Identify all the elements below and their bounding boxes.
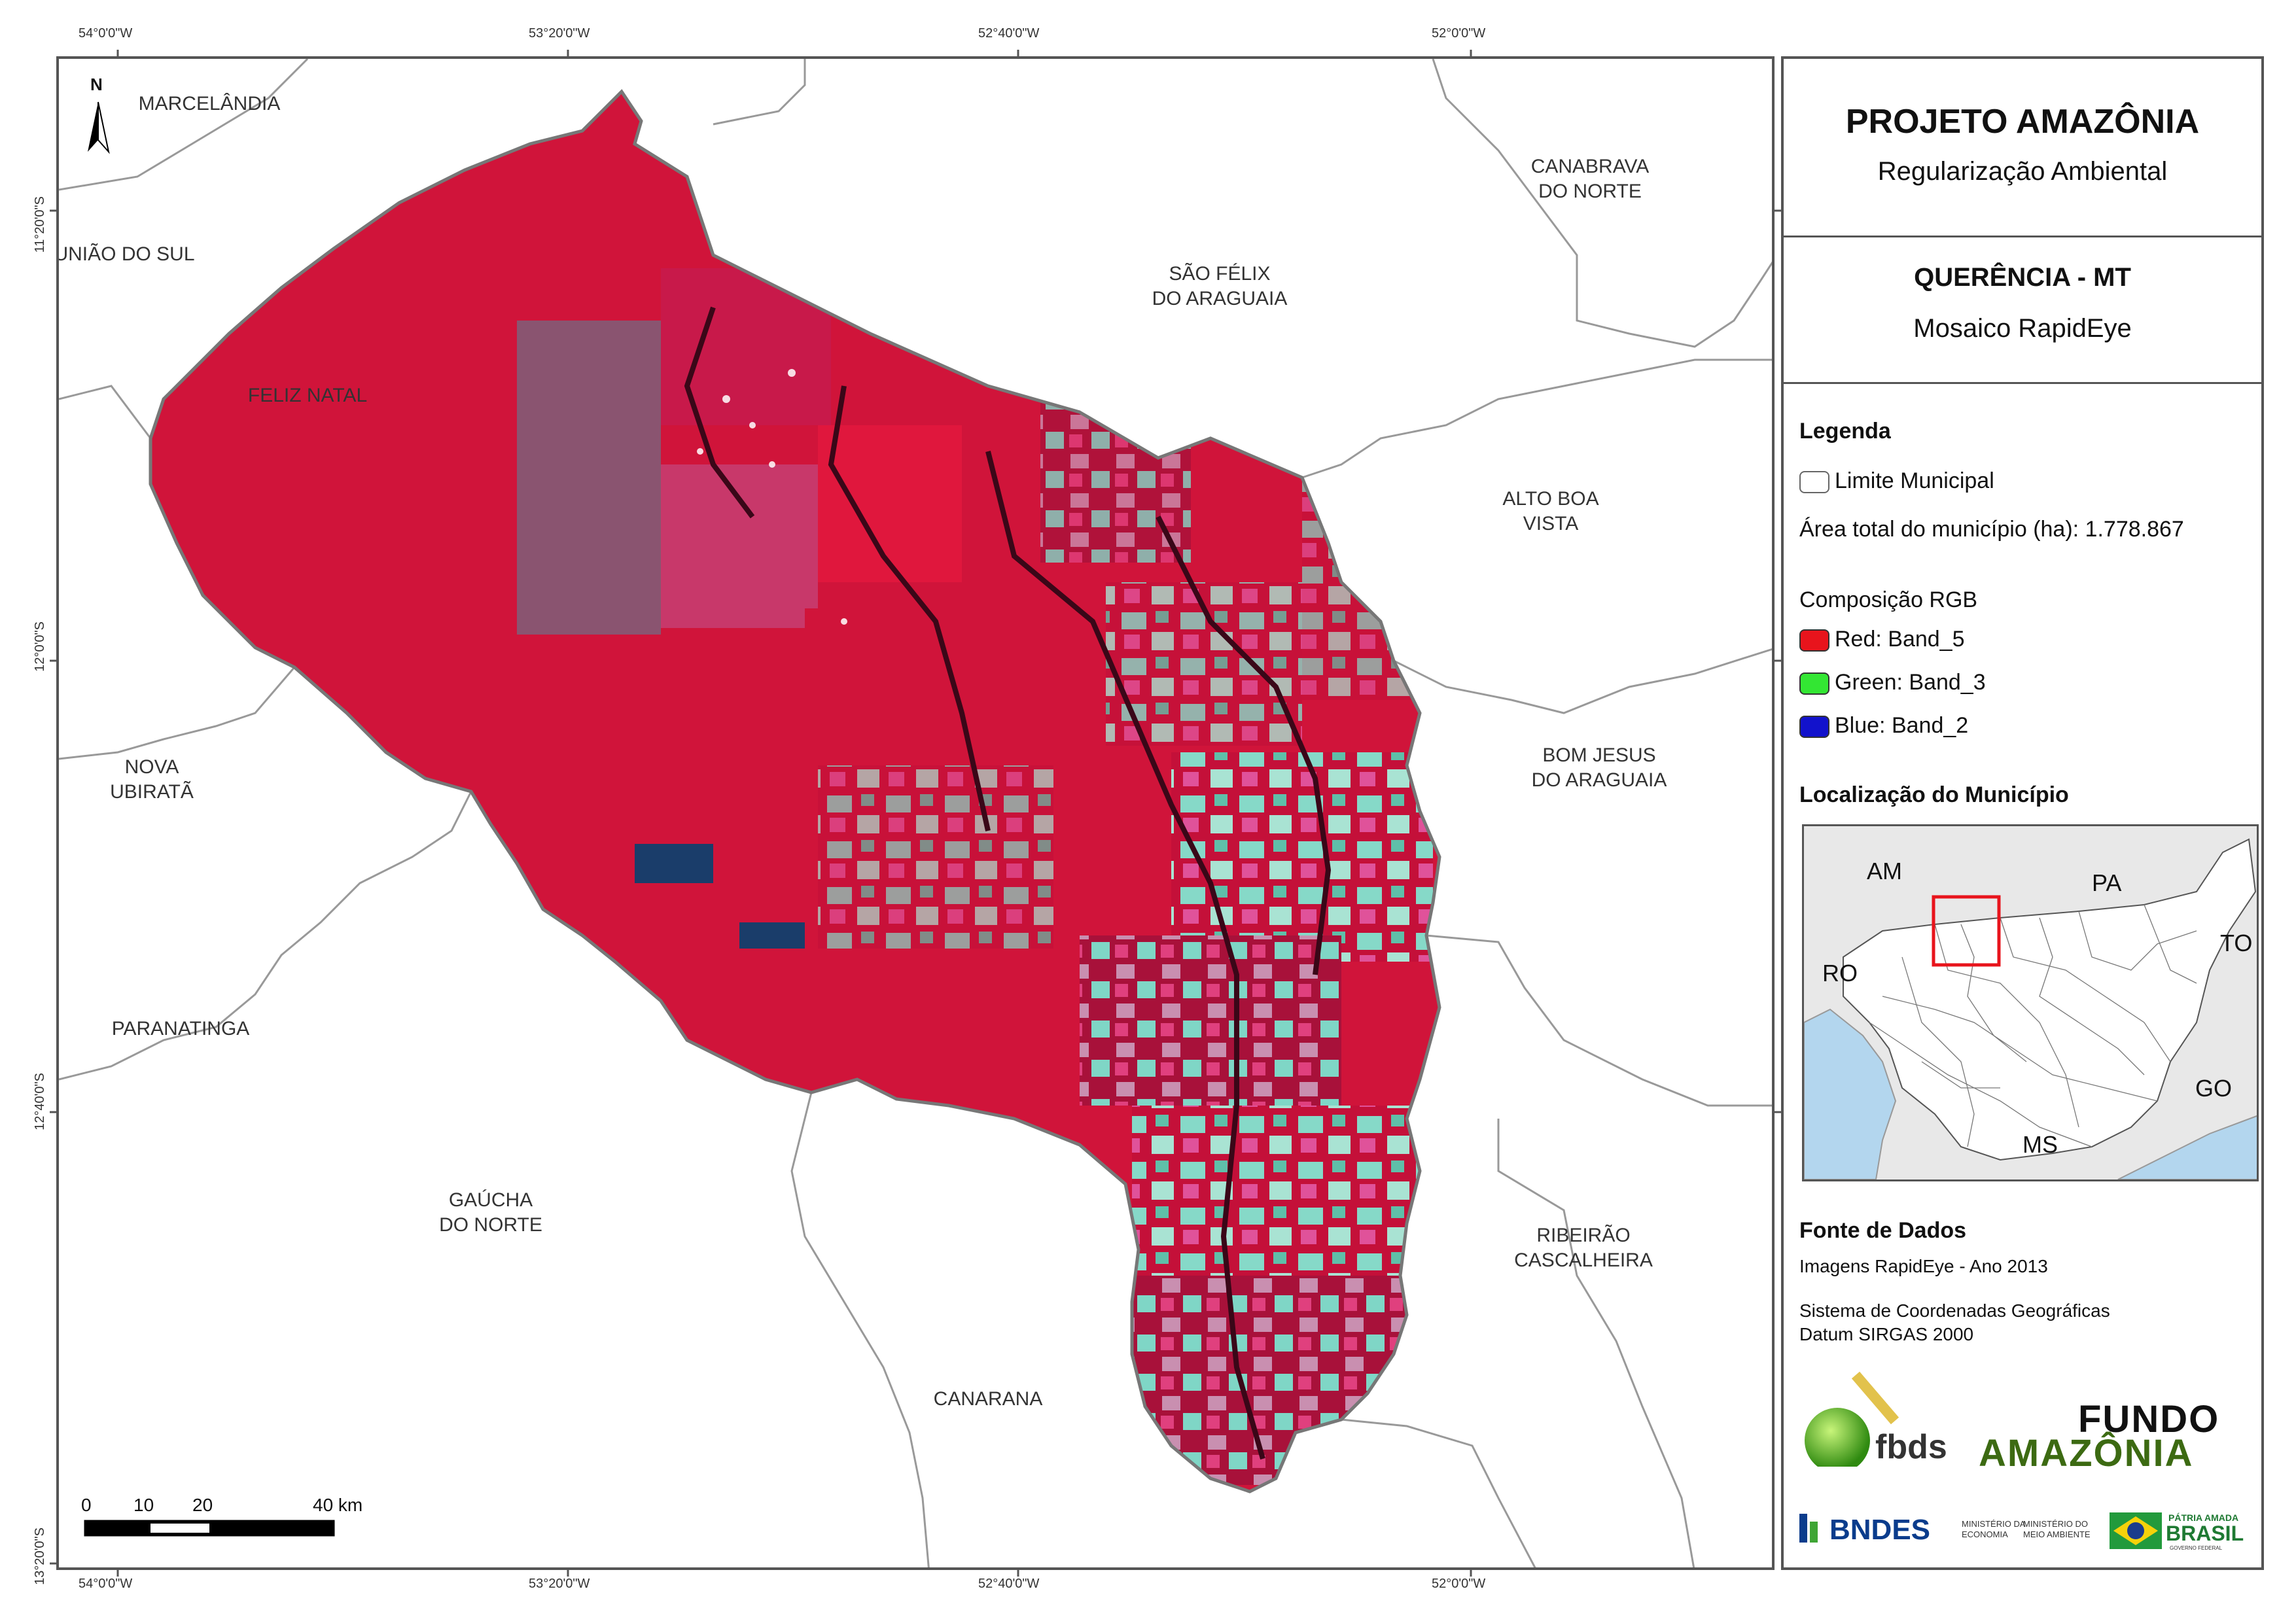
north-arrow-letter: N bbox=[90, 75, 103, 94]
scale-label-40km: 40 km bbox=[313, 1495, 363, 1515]
bndes-logo-icon bbox=[1799, 1514, 1818, 1543]
coord-top-2: 53°20'0"W bbox=[529, 26, 590, 41]
legend-heading: Legenda bbox=[1799, 419, 1891, 444]
inset-highlight-box bbox=[1932, 895, 2001, 967]
source-2: Sistema de Coordenadas Geográficas bbox=[1799, 1300, 2110, 1321]
fbds-logo-icon bbox=[1805, 1371, 1899, 1467]
map-info-panel: PROJETO AMAZÔNIA Regularização Ambiental… bbox=[1781, 56, 2264, 1570]
label-paranatinga: PARANATINGA bbox=[111, 1018, 250, 1039]
limit-swatch-icon bbox=[1799, 471, 1829, 493]
scale-bar bbox=[84, 1520, 335, 1537]
municipal-boundaries bbox=[59, 59, 1772, 1567]
rgb-red: Red: Band_5 bbox=[1835, 627, 1965, 652]
red-swatch-icon bbox=[1799, 629, 1829, 652]
min-economia-line2: ECONOMIA bbox=[1962, 1529, 2008, 1539]
min-economia-line1: MINISTÉRIO DA bbox=[1962, 1519, 2026, 1529]
rgb-green: Green: Band_3 bbox=[1835, 670, 1986, 695]
panel-divider-1 bbox=[1784, 236, 2261, 237]
map-canvas[interactable] bbox=[59, 59, 1775, 1570]
min-ambiente-logo: MINISTÉRIO DO MEIO AMBIENTE bbox=[2023, 1519, 2091, 1540]
patria-line1: PÁTRIA AMADA bbox=[2168, 1512, 2239, 1523]
coord-bottom-1: 54°0'0"W bbox=[79, 1577, 133, 1591]
scale-label-10: 10 bbox=[133, 1495, 154, 1515]
source-1: Imagens RapidEye - Ano 2013 bbox=[1799, 1256, 2048, 1276]
label-canabrava-2: DO NORTE bbox=[1538, 181, 1642, 202]
legend-area: Área total do município (ha): 1.778.867 bbox=[1799, 517, 2184, 542]
inset-state-ms: MS bbox=[2022, 1131, 2058, 1158]
fundo-logo-line1: FUNDO bbox=[2078, 1398, 2220, 1440]
inset-state-go: GO bbox=[2195, 1075, 2233, 1102]
label-canarana: CANARANA bbox=[933, 1388, 1043, 1410]
panel-subtitle: Regularização Ambiental bbox=[1877, 157, 2168, 186]
scale-label-0: 0 bbox=[81, 1495, 92, 1515]
sources-heading: Fonte de Dados bbox=[1799, 1218, 1967, 1243]
label-ribeirao-1: RIBEIRÃO bbox=[1536, 1225, 1631, 1246]
inset-state-am: AM bbox=[1867, 858, 1902, 884]
location-heading: Localização do Município bbox=[1799, 782, 2069, 807]
label-gaucha-2: DO NORTE bbox=[439, 1214, 542, 1236]
inset-map[interactable]: AM PA TO RO GO MS bbox=[1802, 824, 2259, 1181]
source-3: Datum SIRGAS 2000 bbox=[1799, 1324, 1974, 1344]
patria-line2: BRASIL bbox=[2166, 1522, 2244, 1545]
inset-map-canvas bbox=[1804, 826, 2257, 1179]
coord-bottom-4: 52°0'0"W bbox=[1432, 1577, 1486, 1591]
coord-bottom-2: 53°20'0"W bbox=[529, 1577, 590, 1591]
panel-title: PROJETO AMAZÔNIA bbox=[1845, 103, 2200, 141]
label-nova-ubirata-1: NOVA bbox=[124, 756, 179, 778]
label-canabrava-1: CANABRAVA bbox=[1530, 156, 1650, 177]
rapideye-mosaic bbox=[150, 92, 1439, 1492]
label-alto-boa-1: ALTO BOA bbox=[1502, 488, 1599, 510]
patria-line3: GOVERNO FEDERAL bbox=[2170, 1545, 2223, 1551]
north-arrow-icon bbox=[88, 101, 110, 154]
label-bom-jesus-1: BOM JESUS bbox=[1542, 744, 1656, 766]
min-ambiente-line1: MINISTÉRIO DO bbox=[2023, 1519, 2088, 1529]
label-bom-jesus-2: DO ARAGUAIA bbox=[1531, 769, 1667, 791]
inset-state-ro: RO bbox=[1822, 960, 1858, 986]
rgb-blue: Blue: Band_2 bbox=[1835, 713, 1969, 738]
green-swatch-icon bbox=[1799, 672, 1829, 695]
coord-top-4: 52°0'0"W bbox=[1432, 26, 1486, 41]
min-economia-logo: MINISTÉRIO DA ECONOMIA bbox=[1962, 1519, 2026, 1540]
label-sao-felix-1: SÃO FÉLIX bbox=[1169, 263, 1271, 285]
label-feliz-natal: FELIZ NATAL bbox=[247, 385, 368, 406]
label-sao-felix-2: DO ARAGUAIA bbox=[1152, 288, 1288, 309]
fundo-logo-line2: AMAZÔNIA bbox=[1979, 1432, 2194, 1475]
label-alto-boa-2: VISTA bbox=[1523, 513, 1579, 534]
rgb-heading: Composição RGB bbox=[1799, 587, 1978, 612]
area-title: QUERÊNCIA - MT bbox=[1914, 263, 2131, 292]
scale-label-20: 20 bbox=[192, 1495, 213, 1515]
blue-swatch-icon bbox=[1799, 716, 1829, 738]
legend-limit: Limite Municipal bbox=[1835, 468, 1994, 493]
inset-state-to: TO bbox=[2220, 930, 2253, 956]
inset-state-pa: PA bbox=[2092, 869, 2122, 896]
coord-top-1: 54°0'0"W bbox=[79, 26, 133, 41]
area-subtitle: Mosaico RapidEye bbox=[1913, 314, 2132, 343]
label-gaucha-1: GAÚCHA bbox=[448, 1189, 533, 1211]
min-ambiente-line2: MEIO AMBIENTE bbox=[2023, 1529, 2091, 1539]
panel-divider-2 bbox=[1784, 382, 2261, 384]
bndes-logo-text: BNDES bbox=[1829, 1514, 1931, 1546]
label-marcelandia: MARCELÂNDIA bbox=[138, 93, 281, 114]
coord-top-3: 52°40'0"W bbox=[978, 26, 1040, 41]
map-frame[interactable]: 0 10 20 40 km N MARCELÂNDIA UNIÃO DO SUL… bbox=[56, 56, 1775, 1570]
brazil-flag-icon bbox=[2110, 1512, 2162, 1549]
label-uniao-do-sul: UNIÃO DO SUL bbox=[56, 243, 195, 265]
coord-bottom-3: 52°40'0"W bbox=[978, 1577, 1040, 1591]
fbds-logo-text: fbds bbox=[1875, 1428, 1947, 1466]
label-nova-ubirata-2: UBIRATÃ bbox=[110, 781, 194, 803]
label-ribeirao-2: CASCALHEIRA bbox=[1514, 1249, 1653, 1271]
